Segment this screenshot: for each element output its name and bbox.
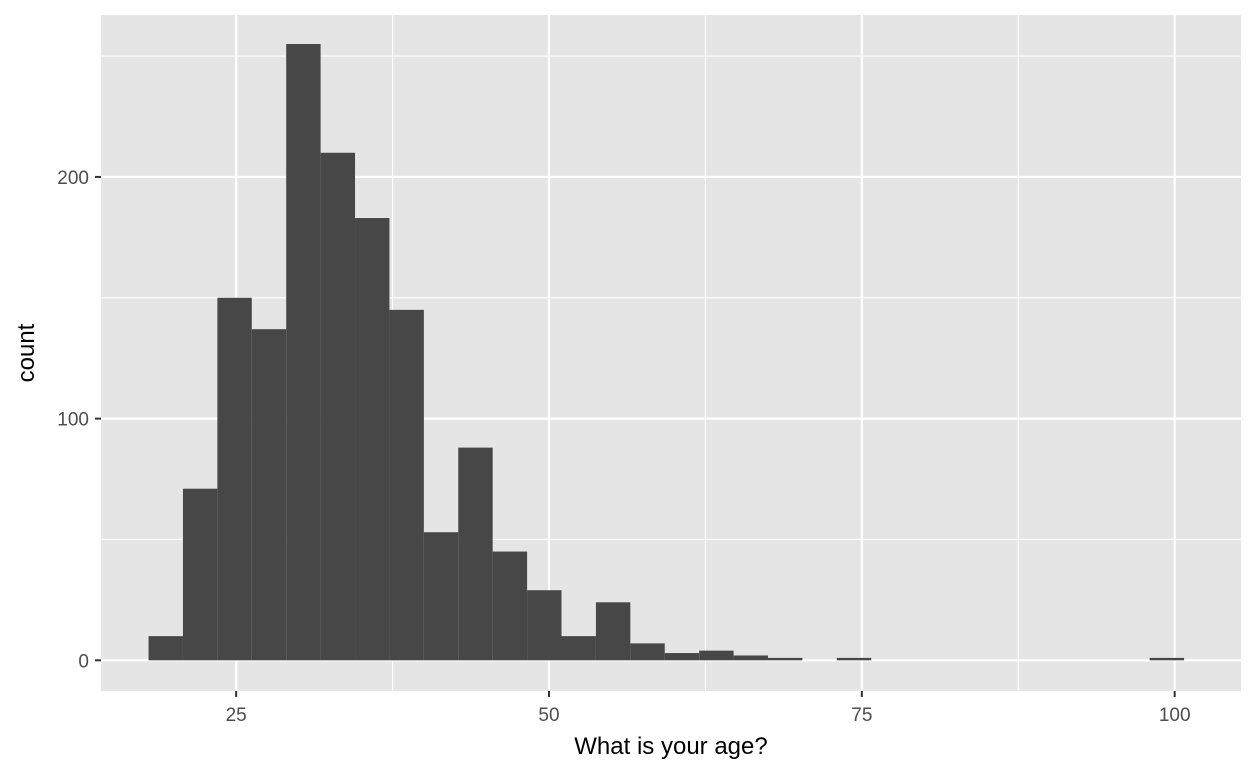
histogram-bar	[251, 329, 287, 661]
histogram-bar	[217, 297, 252, 661]
x-tick-label: 75	[851, 705, 872, 726]
histogram-bar	[1149, 657, 1185, 661]
histogram-bar	[664, 653, 700, 661]
x-tick-label: 100	[1159, 705, 1191, 726]
x-axis: 25 50 75 100	[226, 691, 1191, 726]
histogram-bar	[320, 152, 356, 661]
histogram-bar	[458, 447, 493, 661]
histogram-bar	[492, 551, 528, 661]
histogram-bar	[389, 309, 424, 661]
histogram-bar	[836, 657, 872, 661]
histogram-bar	[423, 532, 459, 661]
histogram-bar	[286, 44, 321, 661]
y-axis-title: count	[13, 323, 40, 382]
y-tick-label: 100	[57, 410, 89, 431]
x-axis-title: What is your age?	[574, 733, 767, 760]
histogram-bar	[595, 602, 631, 661]
histogram-bar	[630, 643, 665, 661]
x-tick-label: 50	[538, 705, 559, 726]
y-tick-label: 200	[57, 168, 89, 189]
x-tick-label: 25	[226, 705, 247, 726]
histogram-bar	[699, 650, 734, 661]
histogram-bar	[527, 590, 562, 661]
histogram-bar	[355, 218, 390, 661]
histogram-bar	[182, 488, 218, 661]
histogram-bars	[148, 44, 1185, 661]
histogram-bar	[561, 636, 596, 661]
histogram-bar	[733, 655, 768, 661]
histogram-bar	[148, 636, 183, 661]
y-axis: 0 100 200	[57, 168, 101, 672]
y-tick-label: 0	[78, 651, 89, 672]
histogram-bar	[767, 657, 803, 661]
